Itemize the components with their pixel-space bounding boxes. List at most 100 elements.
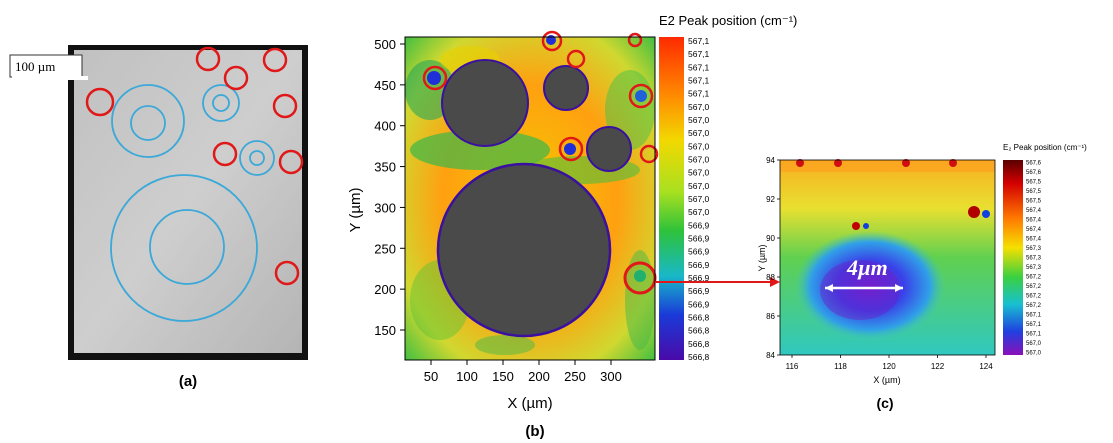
colorbar-tick-label: 567,2: [1026, 303, 1042, 309]
defect-marker: [195, 46, 221, 72]
colorbar-b: [659, 37, 684, 360]
colorbar-tick-label: 567,0: [1026, 351, 1042, 357]
x-axis-b: 50 100 150 200 250 300: [424, 360, 622, 384]
ring-inner: [212, 94, 230, 112]
colorbar-tick-label: 567,5: [1026, 189, 1042, 195]
y-tick-label: 250: [374, 241, 396, 256]
void-region: [586, 126, 632, 172]
colorbar-tick-label: 567,0: [1026, 341, 1042, 347]
colorbar-tick-label: 567,6: [1026, 170, 1042, 176]
colorbar-c: [1003, 160, 1023, 355]
y-axis-b: 500 450 400 350 300 250 200 150: [374, 37, 405, 338]
colorbar-title-c: E₂ Peak position (cm⁻¹): [1003, 143, 1087, 152]
colorbar-tick-label: 567,0: [688, 141, 710, 151]
void-region: [436, 162, 612, 338]
colorbar-tick-label: 566,9: [688, 260, 710, 270]
colorbar-tick-label: 566,9: [688, 299, 710, 309]
defect-marker: [558, 136, 584, 162]
y-tick-label: 350: [374, 160, 396, 175]
defect-marker: [278, 149, 304, 175]
y-tick-label: 86: [766, 312, 775, 321]
defect-marker: [272, 93, 298, 119]
colorbar-tick-label: 567,2: [1026, 275, 1042, 281]
colorbar-tick-label: 567,1: [688, 49, 710, 59]
defect-marker: [274, 260, 300, 286]
y-tick-label: 400: [374, 119, 396, 134]
colorbar-tick-label: 567,4: [1026, 218, 1042, 224]
panel-b-caption: (b): [525, 423, 544, 440]
y-tick-label: 150: [374, 323, 396, 338]
zoom-arrow: [655, 277, 780, 287]
colorbar-tick-label: 567,2: [1026, 294, 1042, 300]
panel-a-caption: (a): [179, 373, 197, 390]
colorbar-tick-label: 567,6: [1026, 161, 1042, 167]
colorbar-tick-label: 567,0: [688, 102, 710, 112]
colorbar-tick-label: 566,8: [688, 339, 710, 349]
ring-outer: [202, 84, 240, 122]
colorbar-title-b: E2 Peak position (cm⁻¹): [659, 13, 797, 28]
defect-marker: [212, 141, 238, 167]
x-axis-label-b: X (µm): [507, 395, 552, 412]
colorbar-tick-label: 567,0: [688, 155, 710, 165]
colorbar-tick-label: 567,0: [688, 115, 710, 125]
defect-marker: [628, 83, 654, 109]
x-tick-label: 200: [528, 369, 550, 384]
ring-outer: [239, 140, 275, 176]
y-tick-label: 92: [766, 195, 775, 204]
defect-marker: [541, 30, 563, 52]
panel-a: 100 µm (a): [9, 45, 308, 390]
plot-frame-c: [779, 159, 996, 356]
colorbar-tick-label: 567,1: [688, 89, 710, 99]
colorbar-tick-label: 567,5: [1026, 199, 1042, 205]
colorbar-tick-label: 567,0: [688, 207, 710, 217]
y-tick-label: 200: [374, 282, 396, 297]
plot-frame-b: [404, 36, 656, 361]
scale-indicator: [825, 284, 903, 292]
defect-marker: [566, 49, 586, 69]
colorbar-ticks-c: 567,6 567,6 567,5 567,5 567,5 567,4 567,4 567,4…: [1026, 161, 1042, 357]
y-tick-label: 88: [766, 273, 775, 282]
ring-outer: [110, 174, 258, 322]
ring-outer: [111, 84, 185, 158]
y-axis-label-c: Y (µm): [757, 244, 767, 271]
colorbar-tick-label: 567,0: [688, 128, 710, 138]
x-tick-label: 300: [600, 369, 622, 384]
defect-marker: [262, 47, 288, 73]
x-tick-label: 118: [834, 362, 847, 371]
y-tick-label: 300: [374, 200, 396, 215]
x-tick-label: 150: [492, 369, 514, 384]
x-tick-label: 250: [564, 369, 586, 384]
colorbar-tick-label: 566,8: [688, 313, 710, 323]
y-axis-label-b: Y (µm): [347, 187, 364, 232]
colorbar-tick-label: 567,3: [1026, 246, 1042, 252]
ring-inner: [249, 150, 265, 166]
colorbar-tick-label: 567,1: [688, 36, 710, 46]
scale-bar-label: 100 µm: [15, 59, 55, 74]
defect-marker: [422, 65, 448, 91]
y-tick-label: 500: [374, 37, 396, 52]
colorbar-tick-label: 566,9: [688, 273, 710, 283]
colorbar-tick-label: 567,0: [688, 194, 710, 204]
x-tick-label: 122: [931, 362, 945, 371]
colorbar-tick-label: 567,0: [688, 168, 710, 178]
panel-c-caption: (c): [876, 395, 893, 411]
colorbar-tick-label: 567,3: [1026, 265, 1042, 271]
x-tick-label: 120: [882, 362, 896, 371]
void-region: [543, 65, 589, 111]
scale-annotation: 4µm: [846, 255, 888, 280]
colorbar-tick-label: 567,4: [1026, 227, 1042, 233]
defect-marker: [639, 144, 659, 164]
y-tick-label: 94: [766, 156, 775, 165]
colorbar-tick-label: 567,1: [688, 62, 710, 72]
ring-inner: [149, 209, 225, 285]
colorbar-tick-label: 567,1: [1026, 322, 1042, 328]
y-axis-c: 94 92 90 88 86 84: [766, 156, 780, 360]
y-tick-label: 450: [374, 78, 396, 93]
colorbar-tick-label: 567,3: [1026, 256, 1042, 262]
colorbar-tick-label: 567,2: [1026, 284, 1042, 290]
x-tick-label: 50: [424, 369, 438, 384]
colorbar-tick-label: 567,5: [1026, 180, 1042, 186]
colorbar-tick-label: 567,0: [688, 181, 710, 191]
